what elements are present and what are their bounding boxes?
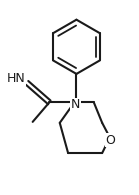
Text: N: N (71, 98, 80, 111)
Text: HN: HN (7, 73, 25, 85)
Text: O: O (106, 134, 116, 146)
